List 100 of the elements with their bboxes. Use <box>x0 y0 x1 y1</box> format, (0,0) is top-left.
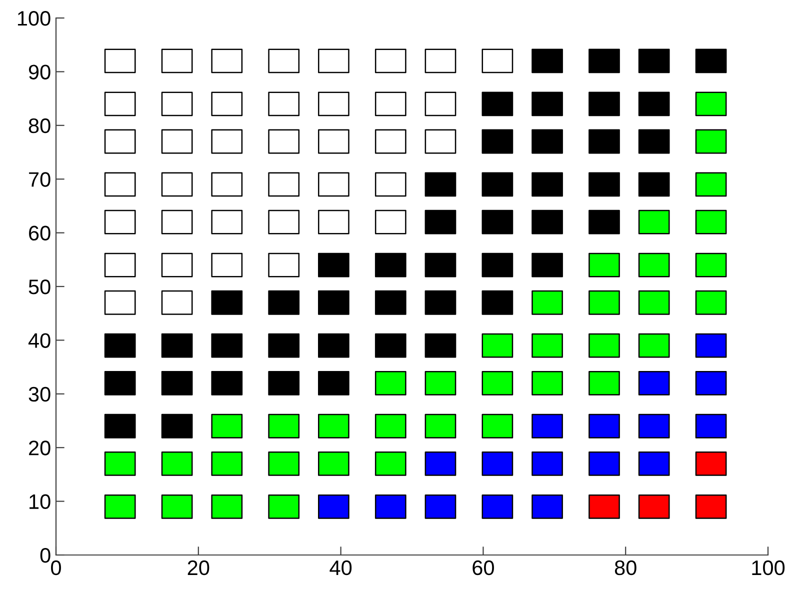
point <box>695 210 727 234</box>
point <box>588 414 620 438</box>
point <box>588 494 620 519</box>
point <box>638 129 670 154</box>
y-tick-label: 0 <box>40 548 50 563</box>
point <box>532 172 563 197</box>
point <box>638 48 670 74</box>
point <box>482 48 514 74</box>
point <box>695 92 727 116</box>
point <box>638 92 670 116</box>
point <box>268 129 300 154</box>
point <box>211 252 243 278</box>
point <box>532 129 563 154</box>
point <box>104 92 136 116</box>
point <box>104 172 136 197</box>
point <box>374 494 406 519</box>
point <box>318 370 350 396</box>
point <box>638 494 670 519</box>
point <box>161 172 193 197</box>
point <box>211 414 243 438</box>
point <box>318 48 350 74</box>
point <box>588 129 620 154</box>
point <box>104 333 136 358</box>
point <box>482 172 514 197</box>
point <box>374 414 406 438</box>
point <box>588 172 620 197</box>
point <box>695 252 727 278</box>
point <box>638 452 670 476</box>
point <box>424 48 456 74</box>
point <box>695 129 727 154</box>
point <box>374 290 406 315</box>
point <box>695 494 727 519</box>
point <box>211 333 243 358</box>
point <box>695 370 727 396</box>
point <box>161 290 193 315</box>
point <box>374 370 406 396</box>
point <box>161 129 193 154</box>
point <box>268 252 300 278</box>
point <box>268 210 300 234</box>
point <box>268 48 300 74</box>
point <box>482 452 514 476</box>
point <box>211 452 243 476</box>
point <box>638 252 670 278</box>
point <box>424 92 456 116</box>
point <box>532 210 563 234</box>
point <box>532 48 563 74</box>
point <box>695 452 727 476</box>
point <box>588 333 620 358</box>
point <box>161 370 193 396</box>
x-tick-label: 60 <box>472 560 494 576</box>
point <box>268 414 300 438</box>
point <box>268 333 300 358</box>
point <box>268 494 300 519</box>
point <box>482 129 514 154</box>
point <box>268 172 300 197</box>
point <box>424 452 456 476</box>
point <box>211 172 243 197</box>
point <box>588 92 620 116</box>
point <box>318 290 350 315</box>
y-tick-label: 70 <box>29 172 50 187</box>
y-tick-label: 90 <box>28 64 50 80</box>
point <box>318 210 350 234</box>
point <box>161 452 193 476</box>
point <box>211 48 243 74</box>
y-tick-label: 100 <box>18 11 50 26</box>
y-tick-label: 30 <box>28 386 50 402</box>
point <box>638 414 670 438</box>
point <box>424 494 456 519</box>
point <box>695 48 727 74</box>
point <box>588 252 620 278</box>
x-tick-label: 80 <box>614 560 636 576</box>
point <box>104 290 136 315</box>
point <box>211 494 243 519</box>
point <box>482 252 514 278</box>
point <box>695 290 727 315</box>
point <box>482 414 514 438</box>
point <box>424 252 456 278</box>
point <box>482 370 514 396</box>
point <box>318 414 350 438</box>
point <box>161 252 193 278</box>
y-tick-label: 20 <box>29 440 50 456</box>
point <box>638 210 670 234</box>
point <box>268 290 300 315</box>
point <box>638 333 670 358</box>
point <box>424 333 456 358</box>
y-tick-label: 80 <box>28 118 50 134</box>
point <box>318 452 350 476</box>
point <box>424 370 456 396</box>
point <box>104 48 136 74</box>
point <box>532 414 563 438</box>
point <box>268 370 300 396</box>
point <box>374 48 406 74</box>
point <box>532 290 563 315</box>
point <box>695 333 727 358</box>
point <box>161 92 193 116</box>
point <box>482 494 514 519</box>
point <box>211 129 243 154</box>
point <box>268 452 300 476</box>
x-tick-label: 100 <box>752 560 785 576</box>
point <box>588 48 620 74</box>
